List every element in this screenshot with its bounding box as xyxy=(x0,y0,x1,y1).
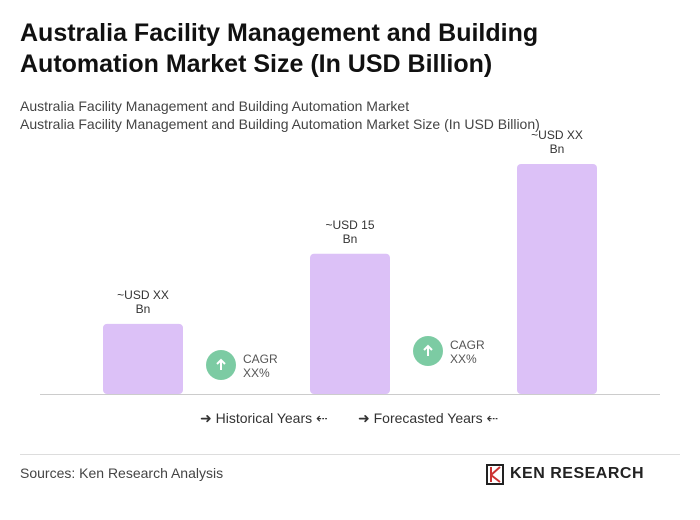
logo: KEN RESEARCH xyxy=(510,465,645,482)
legend-entry: ➜ Forecasted Years ⇠ xyxy=(358,410,499,426)
bar xyxy=(310,253,390,394)
cagr-arrow xyxy=(216,358,226,370)
chart-title: Australia Facility Management and Buildi… xyxy=(20,19,539,78)
subtitle: Australia Facility Management and Buildi… xyxy=(20,116,540,132)
logo-icon xyxy=(486,464,504,485)
bar xyxy=(517,164,597,394)
legend-label: Forecasted Years xyxy=(373,410,483,426)
value-label: ~USD XX Bn xyxy=(117,287,169,316)
legend-entry: ➜ Historical Years ⇠ xyxy=(200,410,328,426)
cagr-label: CAGR XX% xyxy=(243,352,278,380)
value-label: ~USD XX Bn xyxy=(531,128,583,156)
source: Sources: Ken Research Analysis xyxy=(20,465,224,481)
bar xyxy=(103,323,183,394)
cagr-label: CAGR XX% xyxy=(450,338,485,366)
subtitle: Australia Facility Management and Buildi… xyxy=(20,98,410,114)
legend-label: Historical Years xyxy=(215,410,313,426)
cagr-arrow xyxy=(423,344,433,356)
value-label: ~USD 15 Bn xyxy=(325,217,375,246)
